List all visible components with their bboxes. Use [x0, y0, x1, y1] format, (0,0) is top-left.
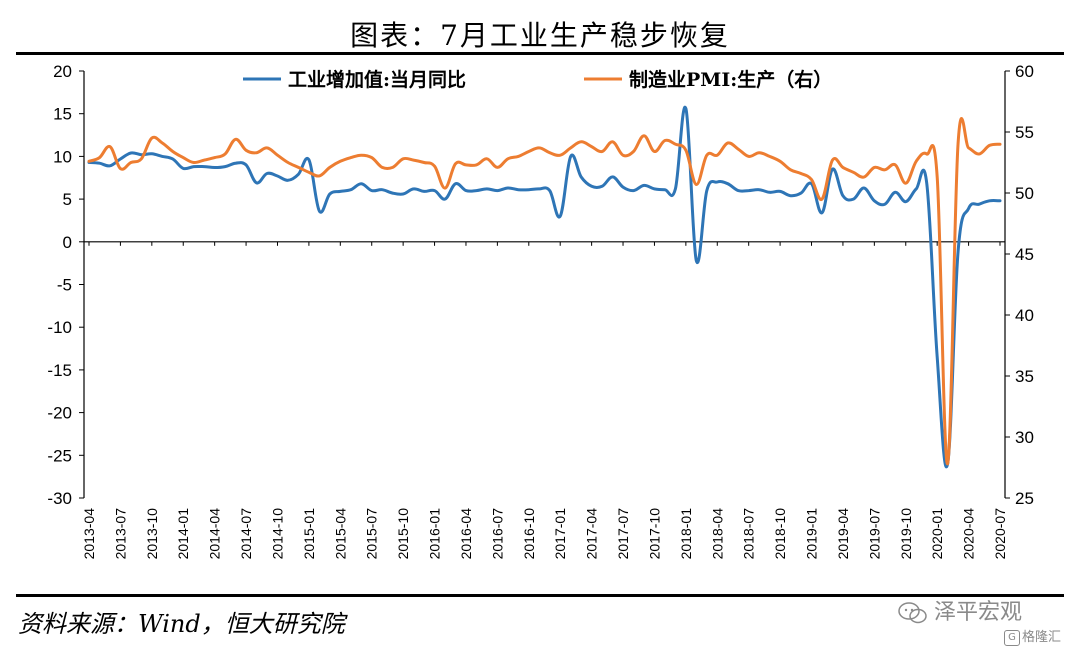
x-tick-label: 2015-07	[364, 508, 380, 560]
left-tick-label: -15	[47, 361, 72, 380]
x-tick-label: 2017-04	[584, 508, 600, 560]
right-tick-label: 50	[1015, 184, 1034, 203]
x-tick-label: 2016-10	[521, 508, 537, 560]
bottom-rule	[16, 594, 1064, 597]
line-chart: 20151050-5-10-15-20-25-30605550454035302…	[47, 62, 1034, 559]
x-tick-label: 2018-10	[772, 508, 788, 560]
x-tick-label: 2013-07	[112, 508, 128, 560]
x-tick-label: 2020-01	[929, 508, 945, 560]
left-tick-label: 10	[53, 147, 72, 166]
left-tick-label: -30	[47, 489, 72, 508]
x-tick-label: 2015-01	[301, 508, 317, 560]
watermark-platform: G 格隆汇	[1004, 626, 1061, 646]
x-tick-label: 2014-07	[238, 508, 254, 560]
x-tick-label: 2017-10	[646, 508, 662, 560]
series-line-industrial-value-added	[87, 105, 1002, 469]
left-tick-label: 15	[53, 105, 72, 124]
right-tick-label: 60	[1015, 62, 1034, 81]
x-tick-label: 2015-10	[395, 508, 411, 560]
x-tick-label: 2016-04	[458, 508, 474, 560]
left-tick-label: -10	[47, 318, 72, 337]
x-tick-label: 2018-07	[741, 508, 757, 560]
left-tick-label: -20	[47, 404, 72, 423]
x-tick-label: 2014-10	[269, 508, 285, 560]
left-tick-label: 5	[63, 190, 72, 209]
x-tick-label: 2019-07	[866, 508, 882, 560]
x-tick-label: 2013-04	[81, 508, 97, 560]
series-line-pmi-production	[87, 117, 1002, 466]
top-rule	[16, 52, 1064, 55]
legend-label-pmi: 制造业PMI:生产（右）	[629, 68, 832, 91]
left-tick-label: 0	[63, 233, 72, 252]
x-tick-label: 2017-07	[615, 508, 631, 560]
x-tick-label: 2019-04	[835, 508, 851, 560]
x-tick-label: 2013-10	[144, 508, 160, 560]
x-tick-label: 2020-07	[992, 508, 1008, 560]
x-tick-label: 2015-04	[332, 508, 348, 560]
watermark-account: 泽平宏观	[934, 600, 1023, 625]
x-tick-label: 2014-04	[207, 508, 223, 560]
watermark-platform-label: 格隆汇	[1022, 630, 1062, 645]
axes: 20151050-5-10-15-20-25-30605550454035302…	[47, 62, 1034, 559]
right-tick-label: 55	[1015, 123, 1034, 142]
left-tick-label: -25	[47, 446, 72, 465]
x-tick-label: 2018-04	[709, 508, 725, 560]
series-layer	[87, 105, 1002, 469]
watermark: 泽平宏观	[898, 594, 1022, 626]
right-tick-label: 30	[1015, 428, 1034, 447]
x-tick-label: 2020-04	[961, 508, 977, 560]
legend: 工业增加值:当月同比 制造业PMI:生产（右）	[243, 68, 832, 91]
chart-title: 图表：7月工业生产稳步恢复	[350, 19, 730, 52]
x-tick-label: 2016-07	[489, 508, 505, 560]
platform-logo-icon: G	[1004, 629, 1020, 646]
left-tick-label: -5	[57, 276, 72, 295]
x-tick-label: 2014-01	[175, 508, 191, 560]
right-tick-label: 40	[1015, 306, 1034, 325]
wechat-icon	[898, 602, 927, 624]
source-note: 资料来源：Wind，恒大研究院	[18, 610, 345, 638]
x-tick-label: 2019-10	[898, 508, 914, 560]
x-tick-label: 2016-01	[427, 508, 443, 560]
x-tick-label: 2017-01	[552, 508, 568, 560]
right-tick-label: 35	[1015, 367, 1034, 386]
right-tick-label: 25	[1015, 489, 1034, 508]
legend-label-ip: 工业增加值:当月同比	[288, 68, 466, 91]
x-tick-label: 2019-01	[804, 508, 820, 560]
x-tick-label: 2018-01	[678, 508, 694, 560]
left-tick-label: 20	[53, 62, 72, 81]
right-tick-label: 45	[1015, 245, 1034, 264]
